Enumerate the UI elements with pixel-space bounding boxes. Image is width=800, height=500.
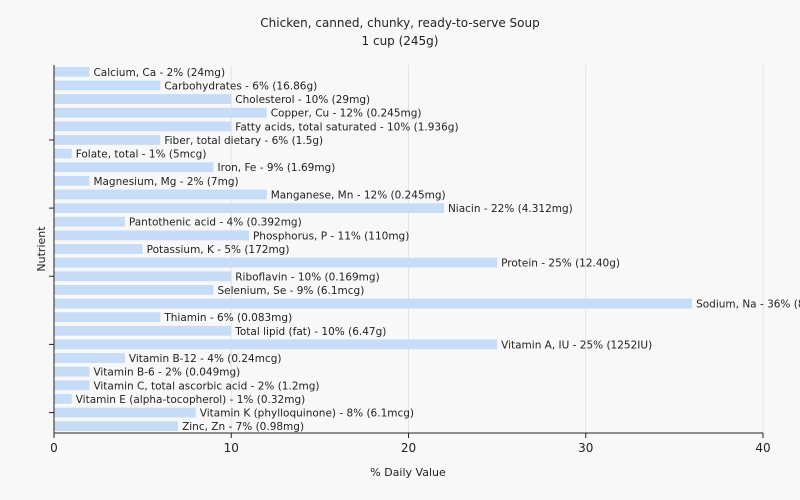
bar-label: Pantothenic acid - 4% (0.392mg): [129, 217, 302, 229]
bar: [54, 203, 444, 214]
bar-label: Zinc, Zn - 7% (0.98mg): [182, 421, 304, 433]
bar: [54, 325, 232, 336]
bar-label: Vitamin A, IU - 25% (1252IU): [501, 339, 652, 351]
bar-label: Potassium, K - 5% (172mg): [147, 244, 290, 256]
bar-label: Vitamin C, total ascorbic acid - 2% (1.2…: [93, 380, 319, 392]
bar: [54, 121, 232, 132]
bar-label: Manganese, Mn - 12% (0.245mg): [271, 189, 446, 201]
bar: [54, 175, 90, 186]
bar: [54, 353, 125, 363]
bar: [54, 339, 498, 350]
bar-label: Vitamin E (alpha-tocopherol) - 1% (0.32m…: [76, 394, 306, 406]
bar-label: Sodium, Na - 36% (867mg): [696, 299, 800, 311]
bar: [54, 244, 143, 254]
bar-layer: Calcium, Ca - 2% (24mg)Carbohydrates - 6…: [54, 67, 800, 433]
bar-label: Calcium, Ca - 2% (24mg): [93, 67, 225, 79]
bar-label: Phosphorus, P - 11% (110mg): [253, 230, 409, 242]
bar: [54, 135, 161, 145]
bar: [54, 298, 693, 309]
bar: [54, 312, 161, 323]
bar-label: Niacin - 22% (4.312mg): [448, 203, 573, 215]
bar-label: Riboflavin - 10% (0.169mg): [235, 271, 379, 283]
x-axis-title: % Daily Value: [370, 466, 446, 479]
bar: [54, 366, 90, 377]
bar-label: Folate, total - 1% (5mcg): [76, 149, 207, 161]
bar: [54, 257, 498, 268]
bar: [54, 107, 267, 118]
bar: [54, 162, 214, 173]
bar-label: Fiber, total dietary - 6% (1.5g): [164, 135, 323, 147]
bar: [54, 66, 90, 77]
bar-label: Carbohydrates - 6% (16.86g): [164, 80, 317, 92]
bar: [54, 148, 72, 159]
bar-label: Selenium, Se - 9% (6.1mcg): [218, 285, 365, 297]
bar: [54, 407, 196, 418]
bar: [54, 421, 179, 432]
bar: [54, 216, 125, 227]
axis-layer: 0 10 20 30 40: [49, 65, 771, 455]
x-tick-label: 10: [224, 441, 239, 455]
bar-label: Total lipid (fat) - 10% (6.47g): [234, 326, 386, 338]
bar-label: Cholesterol - 10% (29mg): [235, 94, 370, 106]
bar: [54, 94, 232, 104]
bar-label: Fatty acids, total saturated - 10% (1.93…: [235, 121, 458, 133]
x-tick-label: 40: [755, 441, 770, 455]
bar-label: Copper, Cu - 12% (0.245mg): [271, 108, 422, 120]
x-tick-label: 30: [578, 441, 593, 455]
y-axis-title: Nutrient: [35, 226, 48, 272]
bar: [54, 284, 214, 295]
chart-subtitle: 1 cup (245g): [362, 34, 439, 48]
grid-layer: [230, 65, 764, 433]
bar: [54, 80, 161, 91]
bar-label: Iron, Fe - 9% (1.69mg): [218, 162, 336, 174]
x-tick-label: 20: [401, 441, 416, 455]
bar: [54, 394, 72, 404]
bar-label: Vitamin B-12 - 4% (0.24mcg): [129, 353, 282, 365]
bar-label: Protein - 25% (12.40g): [501, 258, 620, 270]
bar-label: Thiamin - 6% (0.083mg): [163, 312, 292, 324]
x-tick-label: 0: [50, 441, 58, 455]
bar: [54, 271, 232, 282]
bar-label: Vitamin B-6 - 2% (0.049mg): [93, 367, 240, 379]
bar: [54, 380, 90, 391]
bar: [54, 189, 267, 200]
bar-label: Magnesium, Mg - 2% (7mg): [93, 176, 238, 188]
bar: [54, 230, 249, 241]
chart-title: Chicken, canned, chunky, ready-to-serve …: [260, 16, 539, 30]
bar-label: Vitamin K (phylloquinone) - 8% (6.1mcg): [200, 408, 414, 420]
